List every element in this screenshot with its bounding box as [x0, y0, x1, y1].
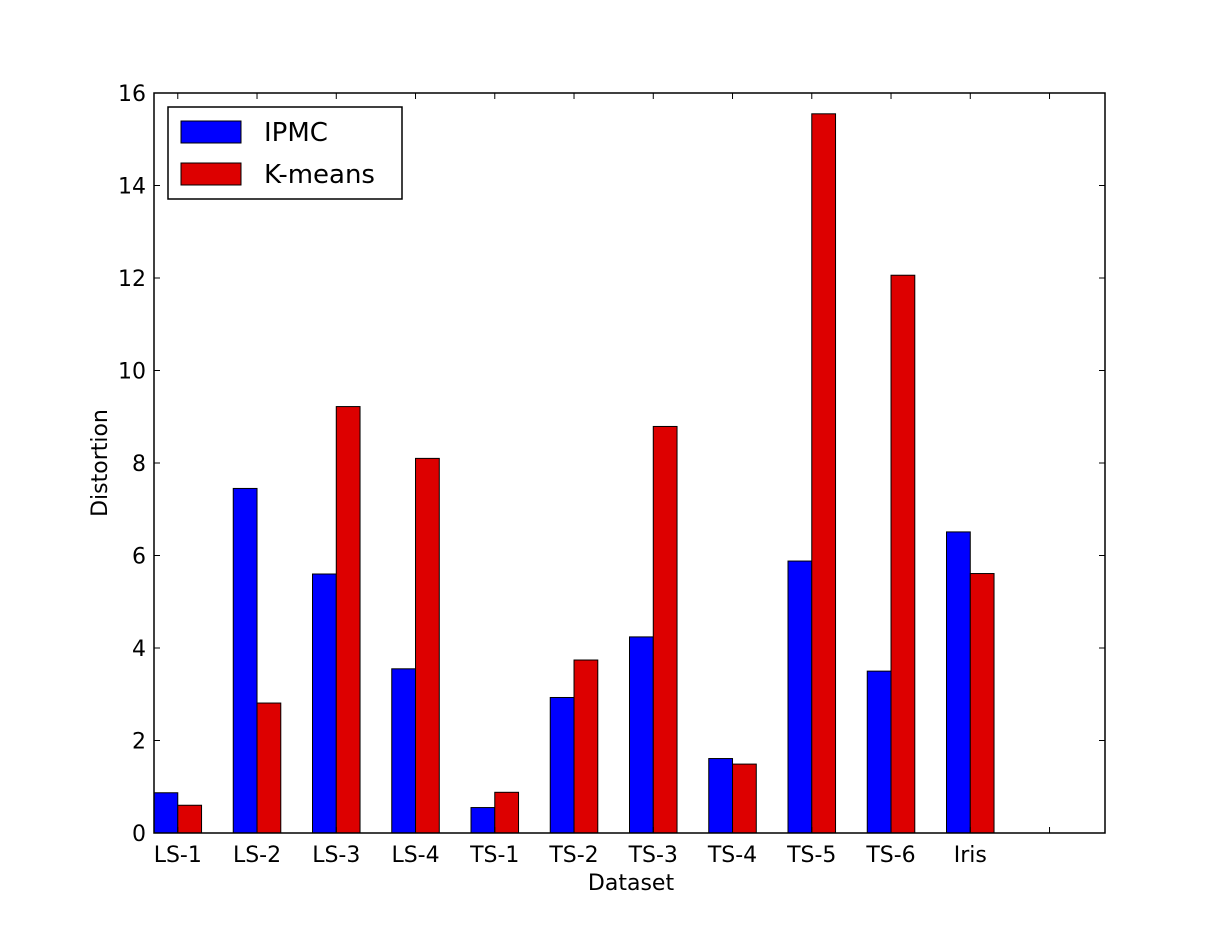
x-axis-label: Dataset: [588, 871, 675, 896]
legend: IPMC K-means: [167, 106, 403, 200]
bar-ipmc-iris: [946, 531, 971, 834]
x-tick-label: LS-1: [154, 843, 202, 868]
x-tick-label: TS-1: [469, 843, 519, 868]
bar-k-means-ts-3: [652, 425, 678, 834]
bar-ipmc-ts-5: [787, 560, 813, 834]
bar-ipmc-ls-3: [312, 573, 337, 834]
y-tick-label: 2: [132, 730, 146, 755]
bar-k-means-ts-4: [732, 763, 757, 834]
bar-k-means-ts-6: [890, 274, 916, 834]
bar-k-means-ls-2: [256, 702, 282, 834]
legend-swatch-ipmc: [180, 120, 242, 144]
y-tick-label: 0: [132, 822, 146, 847]
legend-label-kmeans: K-means: [264, 160, 375, 190]
y-tick-label: 16: [118, 82, 146, 107]
bar-ipmc-ts-1: [470, 807, 496, 834]
y-tick-label: 10: [118, 360, 146, 385]
bar-ipmc-ts-2: [549, 696, 575, 834]
x-tick-label: TS-4: [707, 843, 757, 868]
x-tick-label: LS-2: [233, 843, 281, 868]
x-tick-label: TS-2: [548, 843, 598, 868]
bar-ipmc-ls-1: [153, 792, 179, 834]
bars-layer: [153, 113, 995, 834]
y-tick-label: 12: [118, 267, 146, 292]
x-tick-label: TS-6: [865, 843, 915, 868]
bar-ipmc-ls-2: [232, 487, 258, 834]
ticks-layer: [154, 92, 1105, 834]
labels-layer: LS-1 LS-2 LS-3 LS-4 TS-1 TS-2 TS-3 TS-4 TS-5 TS-6…: [118, 82, 987, 868]
x-tick-label: TS-3: [628, 843, 678, 868]
y-axis-label: Distortion: [88, 409, 113, 517]
bar-k-means-ls-4: [415, 457, 440, 834]
bar-ipmc-ts-6: [866, 670, 892, 834]
bar-ipmc-ls-4: [391, 668, 417, 834]
legend-swatch-kmeans: [180, 162, 242, 186]
x-tick-label: LS-3: [312, 843, 360, 868]
bar-k-means-ts-1: [494, 791, 520, 834]
legend-label-ipmc: IPMC: [264, 118, 328, 148]
x-tick-label: Iris: [954, 843, 987, 868]
bar-k-means-ls-3: [335, 406, 361, 834]
y-tick-label: 6: [132, 545, 146, 570]
bar-k-means-ts-5: [811, 113, 837, 834]
bar-k-means-ts-2: [573, 659, 599, 834]
bar-ipmc-ts-4: [708, 758, 734, 834]
x-tick-label: LS-4: [391, 843, 439, 868]
y-tick-label: 14: [118, 175, 146, 200]
y-tick-label: 8: [132, 452, 146, 477]
x-tick-label: TS-5: [786, 843, 836, 868]
bar-k-means-ls-1: [177, 804, 203, 834]
bar-ipmc-ts-3: [629, 636, 654, 834]
y-tick-label: 4: [132, 637, 146, 662]
bar-k-means-iris: [969, 573, 995, 834]
